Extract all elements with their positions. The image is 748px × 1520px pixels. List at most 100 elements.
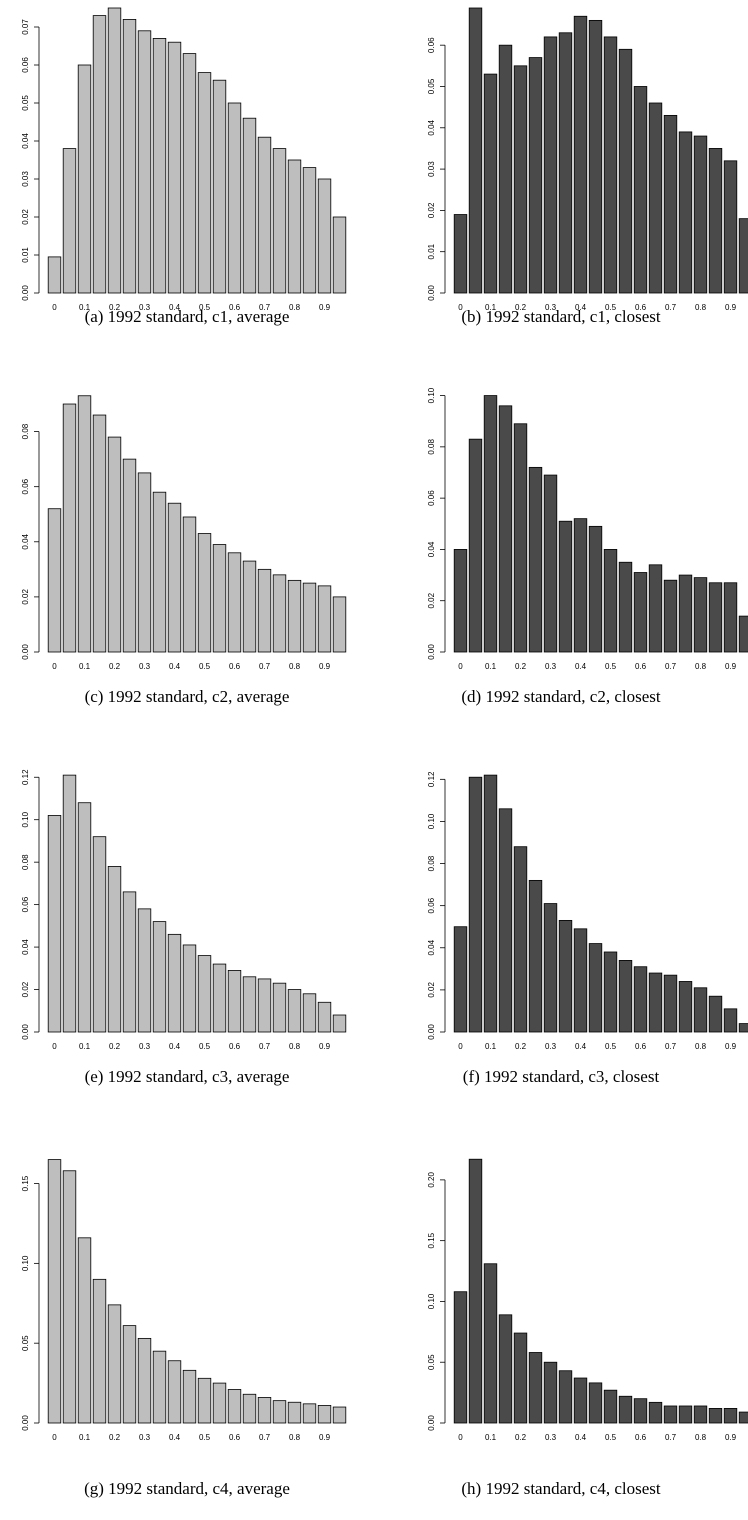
- y-tick-label: 0.12: [21, 769, 30, 785]
- bar: [663, 1405, 678, 1424]
- bar: [77, 64, 92, 294]
- bar: [723, 1008, 738, 1033]
- bar: [197, 1377, 212, 1424]
- bar: [708, 1408, 723, 1424]
- bar: [122, 1325, 137, 1424]
- bar: [558, 520, 573, 653]
- x-tick-label: 0.8: [289, 1042, 301, 1051]
- x-tick-label: 0.8: [289, 1433, 301, 1442]
- bar: [468, 438, 483, 653]
- bar: [47, 815, 62, 1033]
- bar: [648, 1401, 663, 1424]
- bar: [483, 73, 498, 294]
- x-tick-label: 0.1: [79, 303, 91, 312]
- y-tick-label: 0.15: [21, 1175, 30, 1191]
- x-tick-label: 0: [52, 1433, 57, 1442]
- bar: [498, 405, 513, 653]
- x-tick-label: 0: [458, 1042, 463, 1051]
- bar: [167, 41, 182, 294]
- bar: [588, 1382, 603, 1424]
- y-tick-label: 0.02: [21, 589, 30, 605]
- bar: [302, 582, 317, 653]
- bar: [77, 802, 92, 1033]
- x-tick-label: 0.6: [635, 1433, 647, 1442]
- bar: [528, 1352, 543, 1424]
- bar: [678, 131, 693, 294]
- bar: [618, 561, 633, 653]
- bar: [107, 436, 122, 653]
- y-tick-label: 0.10: [21, 1255, 30, 1271]
- bar: [723, 1408, 738, 1424]
- y-tick-label: 0.00: [21, 285, 30, 301]
- x-tick-label: 0.2: [515, 662, 527, 671]
- bar: [663, 579, 678, 653]
- y-tick-label: 0.20: [427, 1172, 436, 1188]
- bar: [212, 963, 227, 1033]
- y-tick-label: 0.06: [427, 897, 436, 913]
- bar: [573, 15, 588, 294]
- bar: [543, 1361, 558, 1424]
- bar: [468, 776, 483, 1033]
- x-tick-label: 0.7: [665, 1433, 677, 1442]
- y-tick-label: 0.06: [21, 478, 30, 494]
- y-tick-label: 0.01: [21, 247, 30, 263]
- x-tick-label: 0.4: [575, 303, 587, 312]
- x-tick-label: 0.9: [725, 303, 737, 312]
- bar: [302, 167, 317, 294]
- x-tick-label: 0.4: [169, 1433, 181, 1442]
- bar: [47, 508, 62, 653]
- bar: [62, 1170, 77, 1424]
- y-tick-label: 0.04: [427, 119, 436, 135]
- x-tick-label: 0.7: [665, 662, 677, 671]
- y-tick-label: 0.04: [21, 133, 30, 149]
- bar: [618, 48, 633, 294]
- bar: [618, 960, 633, 1033]
- bar: [468, 1158, 483, 1424]
- bar: [257, 136, 272, 294]
- bar: [332, 596, 347, 653]
- x-tick-label: 0.1: [79, 1433, 91, 1442]
- caption: (b) 1992 standard, c1, closest: [461, 307, 661, 326]
- bar: [287, 1401, 302, 1424]
- bar: [137, 1337, 152, 1424]
- y-tick-label: 0.08: [427, 855, 436, 871]
- bar: [152, 921, 167, 1033]
- x-tick-label: 0.2: [515, 1433, 527, 1442]
- x-tick-label: 0.4: [575, 1433, 587, 1442]
- x-tick-label: 0.5: [605, 303, 617, 312]
- x-tick-label: 0: [458, 303, 463, 312]
- bar: [182, 516, 197, 653]
- x-tick-label: 0: [458, 662, 463, 671]
- bar: [242, 976, 257, 1033]
- bar: [723, 582, 738, 653]
- bar: [152, 38, 167, 294]
- x-tick-label: 0.1: [485, 1042, 497, 1051]
- x-tick-label: 0.5: [605, 1433, 617, 1442]
- bar: [693, 135, 708, 294]
- x-tick-label: 0.6: [635, 1042, 647, 1051]
- y-tick-label: 0.12: [427, 771, 436, 787]
- x-tick-label: 0.9: [725, 662, 737, 671]
- x-tick-label: 0.2: [109, 1042, 121, 1051]
- bar: [212, 1382, 227, 1424]
- bar: [182, 944, 197, 1033]
- bar: [528, 879, 543, 1033]
- y-tick-label: 0.02: [427, 202, 436, 218]
- bar: [302, 1403, 317, 1424]
- bar: [678, 574, 693, 653]
- y-tick-label: 0.05: [21, 1335, 30, 1351]
- x-tick-label: 0.2: [109, 303, 121, 312]
- bar: [693, 577, 708, 653]
- bar: [603, 549, 618, 653]
- x-tick-label: 0.4: [169, 1042, 181, 1051]
- bar: [498, 44, 513, 294]
- bar: [498, 808, 513, 1033]
- x-tick-label: 0.2: [515, 303, 527, 312]
- x-tick-label: 0.9: [319, 1042, 331, 1051]
- y-tick-label: 0.00: [21, 1024, 30, 1040]
- bar: [227, 970, 242, 1033]
- y-tick-label: 0.06: [427, 37, 436, 53]
- bar: [272, 574, 287, 653]
- x-tick-label: 0: [458, 1433, 463, 1442]
- x-tick-label: 0.4: [575, 662, 587, 671]
